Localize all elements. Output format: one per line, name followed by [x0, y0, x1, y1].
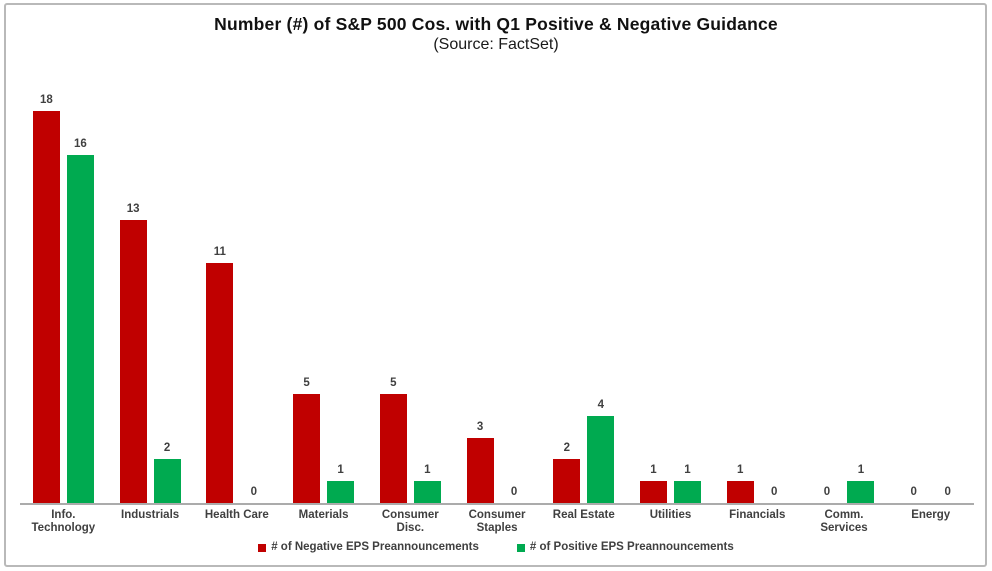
negative-bar-cell: 0 [900, 486, 927, 503]
positive-bar [327, 481, 355, 503]
bar-value-label: 0 [823, 486, 831, 498]
legend-label-positive: # of Positive EPS Preannouncements [529, 541, 734, 553]
bar-value-label: 16 [73, 138, 87, 150]
negative-bar-cell: 13 [119, 203, 147, 503]
plot-area: 18 16 13 2 11 0 5 1 5 1 3 0 2 4 1 1 1 0 0 1 0 0 [20, 60, 974, 505]
bar-group: 11 0 [193, 60, 280, 503]
positive-bar [66, 155, 94, 503]
positive-bar-cell: 1 [327, 464, 355, 503]
bar-value-label: 11 [213, 246, 226, 258]
title-block: Number (#) of S&P 500 Cos. with Q1 Posit… [0, 0, 992, 55]
category-label: Consumer Staples [468, 509, 526, 534]
negative-bar-cell: 18 [32, 94, 60, 503]
bar-value-label: 2 [563, 442, 570, 454]
positive-bar [847, 481, 875, 503]
category-label: Financials [729, 509, 786, 521]
positive-bar [587, 416, 615, 503]
bar-value-label: 13 [126, 203, 140, 215]
negative-bar-cell: 3 [466, 421, 494, 503]
category-label: Info. Technology [31, 509, 96, 534]
bar-value-label: 1 [737, 464, 744, 476]
category-label: Utilities [649, 509, 692, 521]
negative-bar [726, 481, 754, 503]
bar-value-label: 0 [250, 486, 258, 498]
category-label: Energy [911, 509, 951, 521]
bar-value-label: 18 [39, 94, 53, 106]
negative-bar [553, 459, 581, 503]
category-label: Consumer Disc. [381, 509, 439, 534]
negative-bar-cell: 0 [813, 486, 840, 503]
positive-bar-cell: 0 [501, 486, 528, 503]
bar-value-label: 2 [163, 442, 171, 454]
positive-bar [413, 481, 441, 503]
bar-group: 18 16 [20, 60, 107, 503]
negative-bar-cell: 2 [553, 442, 581, 503]
negative-bar [32, 111, 60, 503]
bar-value-label: 1 [684, 464, 691, 476]
legend-label-negative: # of Negative EPS Preannouncements [271, 541, 479, 553]
negative-bar [466, 438, 494, 503]
bar-value-label: 0 [944, 486, 951, 498]
negative-bar-cell: 11 [206, 246, 234, 503]
negative-bar-cell: 5 [379, 377, 407, 503]
category-label: Comm. Services [820, 509, 868, 534]
bar-value-label: 0 [910, 486, 917, 498]
chart-subtitle: (Source: FactSet) [433, 36, 559, 53]
category-label: Industrials [121, 509, 180, 521]
bar-value-label: 5 [390, 377, 397, 389]
category-label: Health Care [204, 509, 269, 521]
positive-bar-cell: 16 [66, 138, 94, 503]
positive-bar-cell: 1 [847, 464, 875, 503]
legend-item-positive: # of Positive EPS Preannouncements [516, 541, 734, 554]
positive-bar-cell: 0 [761, 486, 788, 503]
bar-value-label: 0 [771, 486, 778, 498]
bar-value-label: 0 [510, 486, 518, 498]
category-label: Real Estate [552, 509, 615, 521]
legend-swatch-negative-icon [258, 543, 267, 552]
positive-bar-cell: 1 [413, 464, 441, 503]
positive-bar-cell: 1 [674, 464, 701, 503]
legend: # of Negative EPS Preannouncements # of … [0, 541, 992, 554]
bar-value-label: 1 [337, 464, 344, 476]
bar-value-label: 1 [857, 464, 865, 476]
bar-group: 13 2 [107, 60, 194, 503]
bar-value-label: 5 [303, 377, 310, 389]
positive-bar-cell: 0 [240, 486, 267, 503]
positive-bar [674, 481, 701, 503]
negative-bar-cell: 1 [726, 464, 754, 503]
bar-value-label: 4 [597, 399, 604, 411]
bar-value-label: 1 [424, 464, 431, 476]
negative-bar-cell: 5 [293, 377, 321, 503]
bar-value-label: 3 [476, 421, 484, 433]
category-label: Materials [298, 509, 349, 521]
bar-value-label: 1 [650, 464, 657, 476]
legend-swatch-positive-icon [516, 543, 525, 552]
legend-item-negative: # of Negative EPS Preannouncements [258, 541, 479, 554]
negative-bar [640, 481, 667, 503]
positive-bar-cell: 2 [153, 442, 181, 503]
negative-bar [119, 220, 147, 503]
positive-bar-cell: 0 [934, 486, 961, 503]
negative-bar [379, 394, 407, 503]
positive-bar-cell: 4 [587, 399, 615, 503]
negative-bar [206, 263, 234, 503]
positive-bar [153, 459, 181, 503]
category-row: Info. Technology Industrials Health Care Ma… [20, 509, 974, 535]
chart-title: Number (#) of S&P 500 Cos. with Q1 Posit… [214, 14, 778, 34]
negative-bar-cell: 1 [640, 464, 667, 503]
negative-bar [293, 394, 321, 503]
